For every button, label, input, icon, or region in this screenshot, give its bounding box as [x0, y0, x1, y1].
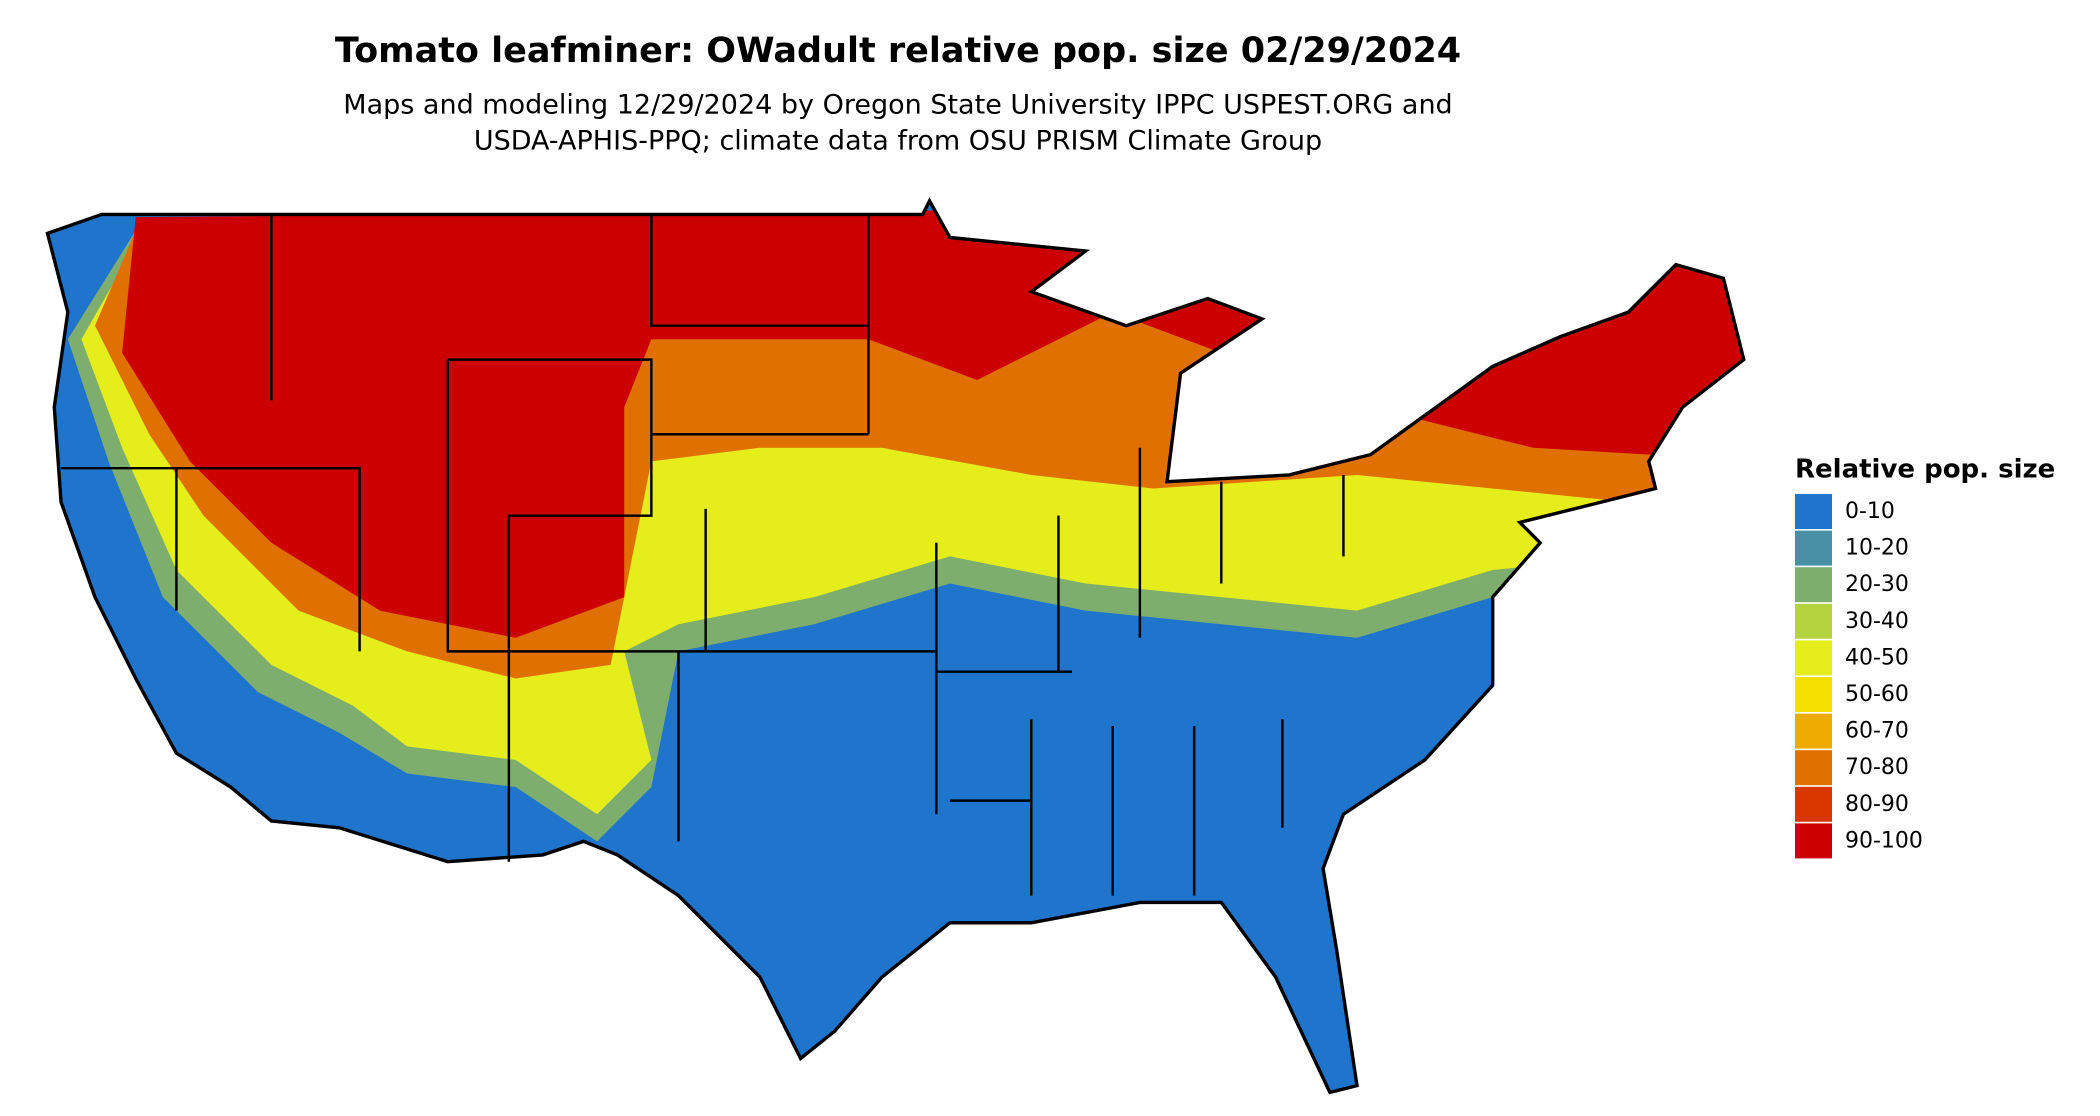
legend: 0-10 10-20 20-30 30-40 40-50 50-60 60-70 70-80 8… — [1795, 494, 1923, 859]
legend-swatch — [1795, 530, 1832, 566]
map-subtitle: USDA-APHIS-PPQ; climate data from OSU PR… — [474, 126, 1322, 157]
legend-label: 80-90 — [1845, 792, 1909, 817]
legend-swatch — [1795, 750, 1832, 786]
legend-label: 10-20 — [1845, 536, 1909, 561]
legend-swatch — [1795, 640, 1832, 676]
legend-swatch — [1795, 567, 1832, 603]
legend-label: 70-80 — [1845, 755, 1909, 780]
legend-swatch — [1795, 713, 1832, 749]
legend-label: 90-100 — [1845, 828, 1923, 853]
map — [45, 199, 1746, 1095]
map-subtitle: Maps and modeling 12/29/2024 by Oregon S… — [343, 90, 1452, 121]
legend-label: 30-40 — [1845, 609, 1909, 634]
legend-swatch — [1795, 677, 1832, 712]
map-title: Tomato leafminer: OWadult relative pop. … — [335, 31, 1461, 71]
legend-label: 50-60 — [1845, 682, 1909, 707]
legend-label: 20-30 — [1845, 572, 1909, 597]
legend-swatch — [1795, 494, 1832, 529]
legend-swatch — [1795, 823, 1832, 859]
legend-swatch — [1795, 603, 1832, 639]
legend-label: 40-50 — [1845, 645, 1909, 670]
legend-label: 0-10 — [1845, 499, 1895, 524]
legend-label: 60-70 — [1845, 719, 1909, 744]
legend-title: Relative pop. size — [1795, 455, 2055, 485]
state-borders — [61, 214, 1345, 896]
legend-swatch — [1795, 786, 1832, 822]
